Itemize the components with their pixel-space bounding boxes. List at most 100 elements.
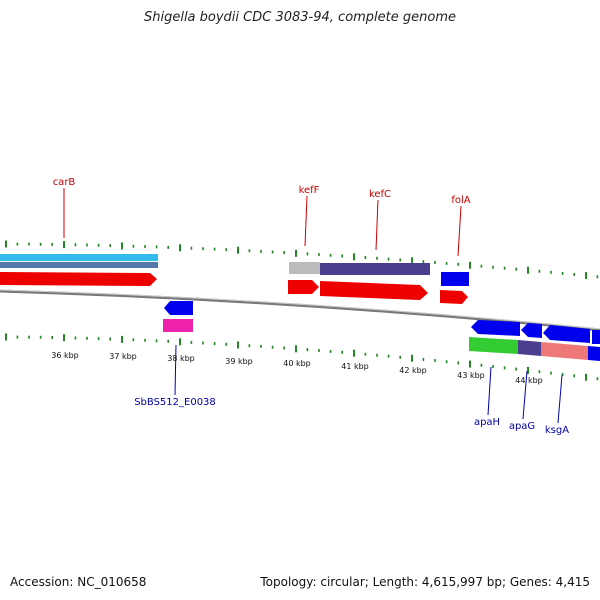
upper-minor-tick [329, 253, 332, 257]
label-SbBS512-E0038[interactable]: SbBS512_E0038 [134, 397, 216, 408]
upper-major-tick [121, 242, 123, 250]
upper-minor-tick [248, 249, 251, 253]
gene-SbBS512-E0038-blue[interactable] [164, 301, 193, 315]
gene-ksgA-salmon[interactable] [541, 342, 588, 360]
gene-folA-arrow[interactable] [440, 290, 468, 304]
lower-minor-tick [248, 344, 251, 348]
lower-minor-tick [271, 345, 274, 349]
lower-major-tick [5, 333, 7, 341]
lower-minor-tick [202, 341, 204, 345]
gene-kefF-arrow[interactable] [288, 280, 319, 294]
upper-minor-tick [434, 261, 436, 264]
upper-minor-tick [155, 245, 158, 249]
label-carB[interactable]: carB [53, 177, 76, 188]
scale-label-40: 40 kbp [283, 359, 311, 368]
upper-major-tick [237, 246, 239, 254]
gene-apaG-blue[interactable] [521, 323, 542, 338]
upper-minor-tick [213, 247, 216, 251]
map-title: Shigella boydii CDC 3083-94, complete ge… [143, 10, 457, 25]
lower-minor-tick [213, 342, 216, 346]
upper-minor-tick [190, 246, 193, 250]
upper-minor-tick [225, 248, 227, 252]
gene-ksgA-blue[interactable] [543, 325, 590, 343]
upper-minor-tick [399, 258, 401, 262]
lower-minor-tick [306, 348, 309, 352]
gene-kefC-indigo[interactable] [320, 263, 430, 275]
upper-minor-tick [74, 243, 77, 247]
lower-minor-tick [457, 361, 459, 365]
gene-SbBS512-E0038-magenta[interactable] [163, 319, 193, 332]
lower-major-tick [63, 334, 65, 342]
lower-minor-tick [225, 342, 227, 346]
upper-major-tick [469, 261, 471, 269]
genome-backbone-highlight [0, 289, 600, 330]
gene-gray-kefF-region[interactable] [289, 262, 320, 274]
upper-minor-tick [538, 269, 541, 273]
upper-minor-tick [39, 242, 42, 246]
lower-minor-tick [364, 352, 367, 356]
lower-minor-tick [190, 340, 193, 344]
upper-minor-tick [422, 260, 425, 264]
gene-steel-forward[interactable] [0, 262, 158, 268]
upper-tick-track [5, 240, 599, 280]
upper-minor-tick [167, 245, 169, 249]
gene-apaG-indigo[interactable] [518, 340, 541, 356]
upper-major-tick [63, 241, 65, 249]
lower-minor-tick [538, 370, 541, 374]
lower-minor-tick [480, 363, 483, 367]
gene-folA-blue[interactable] [441, 272, 469, 286]
lower-major-tick [237, 341, 239, 349]
scale-label-44: 44 kbp [515, 376, 543, 385]
gene-cyan-forward[interactable] [0, 254, 158, 261]
lower-minor-tick [550, 371, 552, 375]
label-kefF[interactable]: kefF [299, 185, 320, 196]
upper-minor-tick [97, 243, 100, 247]
leader-SbBS512-E0038 [174, 344, 177, 396]
upper-minor-tick [457, 262, 459, 266]
gene-apaH-blue[interactable] [471, 320, 520, 336]
label-kefC[interactable]: kefC [369, 189, 391, 200]
label-ksgA[interactable]: ksgA [545, 425, 569, 436]
upper-minor-tick [318, 253, 320, 257]
upper-major-tick [585, 272, 587, 280]
lower-minor-tick [387, 354, 390, 358]
upper-minor-tick [28, 242, 30, 246]
gene-blue-edge[interactable] [592, 330, 600, 344]
accession-text: Accession: NC_010658 [10, 575, 147, 589]
upper-minor-tick [364, 256, 367, 259]
upper-minor-tick [550, 270, 552, 274]
leader-kefF [304, 195, 308, 247]
lower-minor-tick [318, 349, 320, 352]
upper-minor-tick [271, 250, 274, 254]
lower-minor-tick [422, 357, 425, 361]
gene-blue-edge-lower[interactable] [588, 346, 600, 361]
leader-kefC [375, 199, 379, 251]
lower-minor-tick [51, 336, 53, 339]
gene-kefC-arrow[interactable] [320, 281, 428, 300]
label-apaG[interactable]: apaG [509, 421, 535, 432]
upper-minor-tick [260, 249, 262, 253]
upper-minor-tick [515, 267, 517, 271]
leader-apaG [522, 370, 528, 420]
gene-apaH-green[interactable] [469, 337, 518, 354]
gene-carB-arrow[interactable] [0, 272, 157, 286]
lower-minor-tick [503, 366, 506, 370]
label-apaH[interactable]: apaH [474, 417, 500, 428]
upper-minor-tick [561, 271, 564, 275]
scale-label-38: 38 kbp [167, 354, 195, 363]
lower-minor-tick [144, 338, 146, 342]
upper-minor-tick [51, 242, 53, 246]
upper-minor-tick [492, 265, 494, 269]
upper-minor-tick [16, 242, 19, 246]
lower-major-tick [295, 345, 297, 353]
lower-major-tick [353, 349, 355, 357]
label-folA[interactable]: folA [451, 195, 470, 206]
lower-minor-tick [260, 344, 262, 348]
upper-major-tick [295, 249, 297, 257]
upper-minor-tick [132, 244, 135, 248]
upper-minor-tick [480, 264, 483, 268]
lower-minor-tick [445, 360, 448, 364]
lower-major-tick [179, 338, 181, 346]
scale-label-41: 41 kbp [341, 362, 369, 371]
upper-minor-tick [503, 266, 506, 270]
